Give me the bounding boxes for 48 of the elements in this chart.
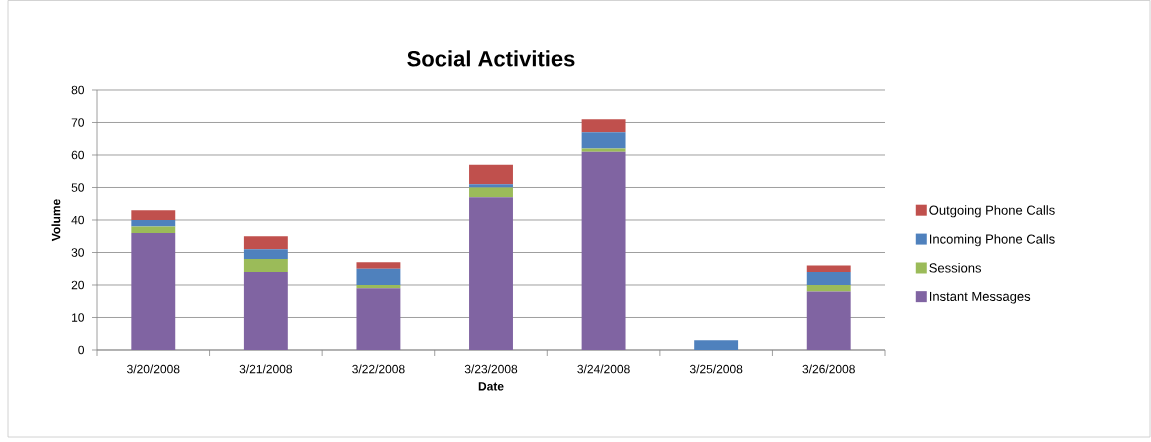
legend-label: Sessions — [929, 263, 982, 273]
bar — [806, 265, 851, 272]
bar — [243, 259, 288, 272]
y-tick-label: 70 — [71, 118, 85, 127]
y-tick-label: 50 — [71, 183, 85, 192]
y-tick-label: 0 — [78, 345, 85, 355]
bar — [469, 197, 513, 350]
x-tick-label: 3/24/2008 — [577, 364, 630, 374]
bar — [356, 285, 401, 289]
bar — [131, 226, 176, 233]
bar — [131, 233, 176, 350]
bar — [243, 272, 288, 350]
bar — [806, 285, 851, 292]
y-tick-label: 60 — [71, 150, 85, 160]
bar — [243, 249, 288, 259]
bar — [469, 184, 513, 188]
y-tick-label: 40 — [71, 215, 85, 225]
bar — [356, 262, 401, 269]
bar — [581, 119, 626, 133]
bar — [469, 164, 513, 185]
chart-title: Social Activities — [407, 50, 575, 67]
bar — [694, 340, 739, 350]
bar — [581, 148, 626, 152]
x-tick-label: 3/23/2008 — [464, 364, 518, 374]
x-tick-label: 3/25/2008 — [689, 364, 743, 374]
bar — [131, 210, 176, 220]
bar — [356, 288, 401, 350]
y-tick-label: 10 — [72, 313, 85, 322]
bar — [356, 268, 401, 285]
bar — [581, 132, 626, 149]
y-axis-title: Volume — [51, 199, 61, 242]
x-tick-label: 3/21/2008 — [239, 364, 293, 374]
x-tick-label: 3/20/2008 — [127, 364, 180, 374]
legend-label: Incoming Phone Calls — [929, 234, 1055, 247]
bar — [469, 187, 513, 198]
x-tick-label: 3/22/2008 — [352, 364, 405, 374]
legend-label: Outgoing Phone Calls — [929, 205, 1055, 218]
bar — [581, 151, 626, 350]
x-axis-title: Date — [478, 382, 504, 391]
bar — [131, 220, 176, 227]
y-tick-label: 20 — [71, 280, 85, 290]
bar — [806, 272, 851, 285]
y-tick-label: 30 — [71, 248, 85, 257]
y-tick-label: 80 — [71, 85, 85, 95]
bar — [243, 236, 288, 250]
bar — [806, 291, 851, 350]
x-tick-label: 3/26/2008 — [802, 364, 855, 374]
legend-label: Instant Messages — [929, 291, 1031, 304]
